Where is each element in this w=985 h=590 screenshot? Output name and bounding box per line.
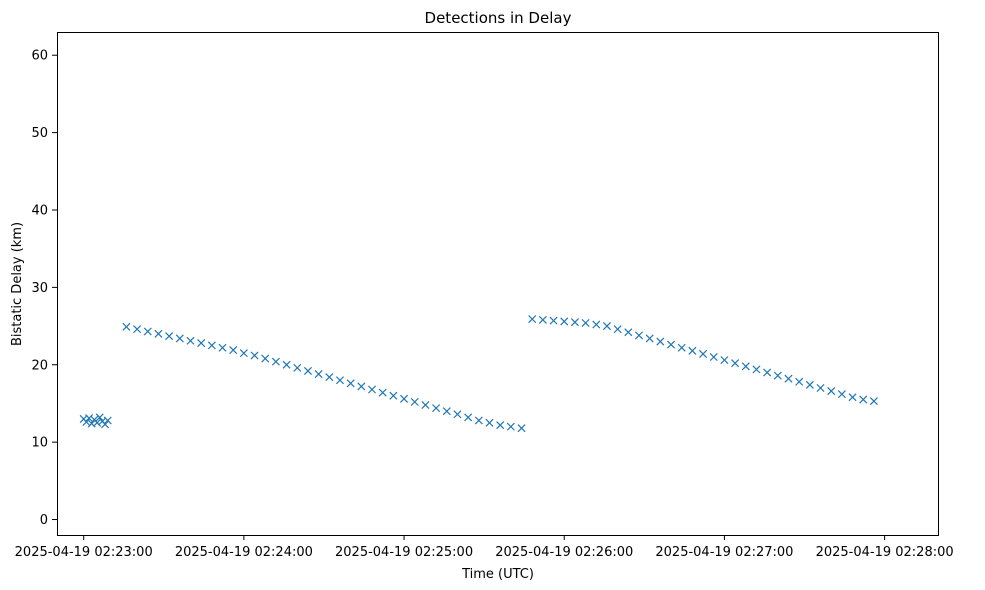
data-point	[763, 368, 772, 377]
data-point	[592, 320, 601, 329]
data-point	[795, 377, 804, 386]
data-point	[506, 422, 515, 431]
x-tick-label: 2025-04-19 02:24:00	[175, 545, 313, 560]
data-point	[293, 363, 302, 372]
data-point	[314, 370, 323, 379]
data-point	[282, 360, 291, 369]
y-axis-ticks: 0 10 20 30 40 50 60	[31, 49, 57, 528]
y-tick-label: 60	[31, 49, 48, 64]
data-point	[400, 394, 409, 403]
data-point	[485, 418, 494, 427]
data-point	[357, 382, 366, 391]
data-point	[239, 349, 248, 358]
y-tick-label: 50	[31, 126, 48, 141]
y-axis-label: Bistatic Delay (km)	[10, 222, 25, 346]
x-tick-label: 2025-04-19 02:28:00	[816, 545, 954, 560]
data-point	[271, 357, 280, 366]
data-point	[869, 397, 878, 406]
data-point	[517, 424, 526, 433]
data-point	[688, 346, 697, 355]
data-point	[85, 414, 94, 423]
data-point	[677, 343, 686, 352]
data-point	[133, 325, 142, 334]
data-point	[175, 334, 184, 343]
data-point	[410, 397, 419, 406]
y-tick-label: 20	[31, 358, 48, 373]
data-point	[528, 315, 537, 324]
data-point	[464, 413, 473, 422]
data-point	[143, 327, 152, 336]
data-point	[667, 340, 676, 349]
data-point	[613, 325, 622, 334]
data-point	[229, 346, 238, 355]
data-point	[549, 316, 558, 325]
data-point	[197, 339, 206, 348]
x-tick-label: 2025-04-19 02:26:00	[495, 545, 633, 560]
data-point	[848, 393, 857, 402]
x-tick-label: 2025-04-19 02:25:00	[335, 545, 473, 560]
data-point	[634, 331, 644, 340]
data-point	[207, 341, 216, 350]
data-point	[250, 351, 259, 360]
data-point	[165, 332, 174, 341]
data-point	[122, 322, 131, 331]
data-point	[784, 374, 793, 383]
chart-title: Detections in Delay	[425, 9, 572, 27]
data-point	[720, 356, 729, 365]
data-point	[303, 366, 312, 375]
x-axis-label: Time (UTC)	[461, 567, 534, 582]
data-point	[816, 383, 825, 392]
data-point	[325, 373, 334, 382]
data-point	[837, 390, 846, 399]
data-point	[741, 362, 750, 371]
x-axis-ticks: 2025-04-19 02:23:00 2025-04-19 02:24:00 20…	[15, 535, 954, 560]
data-point	[421, 400, 430, 410]
data-point	[560, 317, 569, 326]
data-point	[389, 391, 398, 400]
data-point	[827, 387, 836, 396]
data-point	[95, 413, 104, 422]
y-tick-label: 10	[31, 436, 48, 451]
data-point	[218, 343, 227, 352]
data-point	[602, 322, 611, 331]
plot-frame	[57, 32, 939, 536]
data-point	[773, 371, 782, 380]
data-point	[378, 388, 387, 397]
y-tick-label: 0	[40, 513, 48, 528]
x-tick-label: 2025-04-19 02:23:00	[15, 545, 153, 560]
data-point	[731, 359, 740, 368]
data-point	[93, 418, 102, 427]
data-point	[805, 380, 814, 389]
data-point	[538, 315, 547, 324]
x-tick-label: 2025-04-19 02:27:00	[655, 545, 793, 560]
data-point	[453, 410, 462, 419]
data-point	[859, 395, 868, 404]
data-point	[570, 318, 579, 327]
data-point	[101, 420, 110, 429]
data-point	[645, 334, 654, 343]
data-point	[186, 336, 195, 345]
data-point	[82, 417, 91, 427]
data-point	[709, 352, 718, 362]
data-point	[752, 365, 761, 374]
data-point	[346, 379, 355, 388]
data-point	[442, 407, 451, 416]
data-point	[624, 328, 633, 337]
data-points	[79, 315, 878, 433]
data-point	[496, 421, 505, 430]
data-point	[656, 337, 665, 346]
data-point	[474, 416, 483, 425]
y-tick-label: 30	[31, 281, 48, 296]
data-point	[103, 416, 112, 425]
data-point	[154, 329, 163, 338]
data-point	[432, 404, 441, 413]
data-point	[261, 354, 270, 363]
data-point	[367, 385, 377, 394]
data-point	[581, 318, 590, 327]
y-tick-label: 40	[31, 203, 48, 218]
data-point	[335, 376, 345, 385]
data-point	[699, 349, 708, 358]
